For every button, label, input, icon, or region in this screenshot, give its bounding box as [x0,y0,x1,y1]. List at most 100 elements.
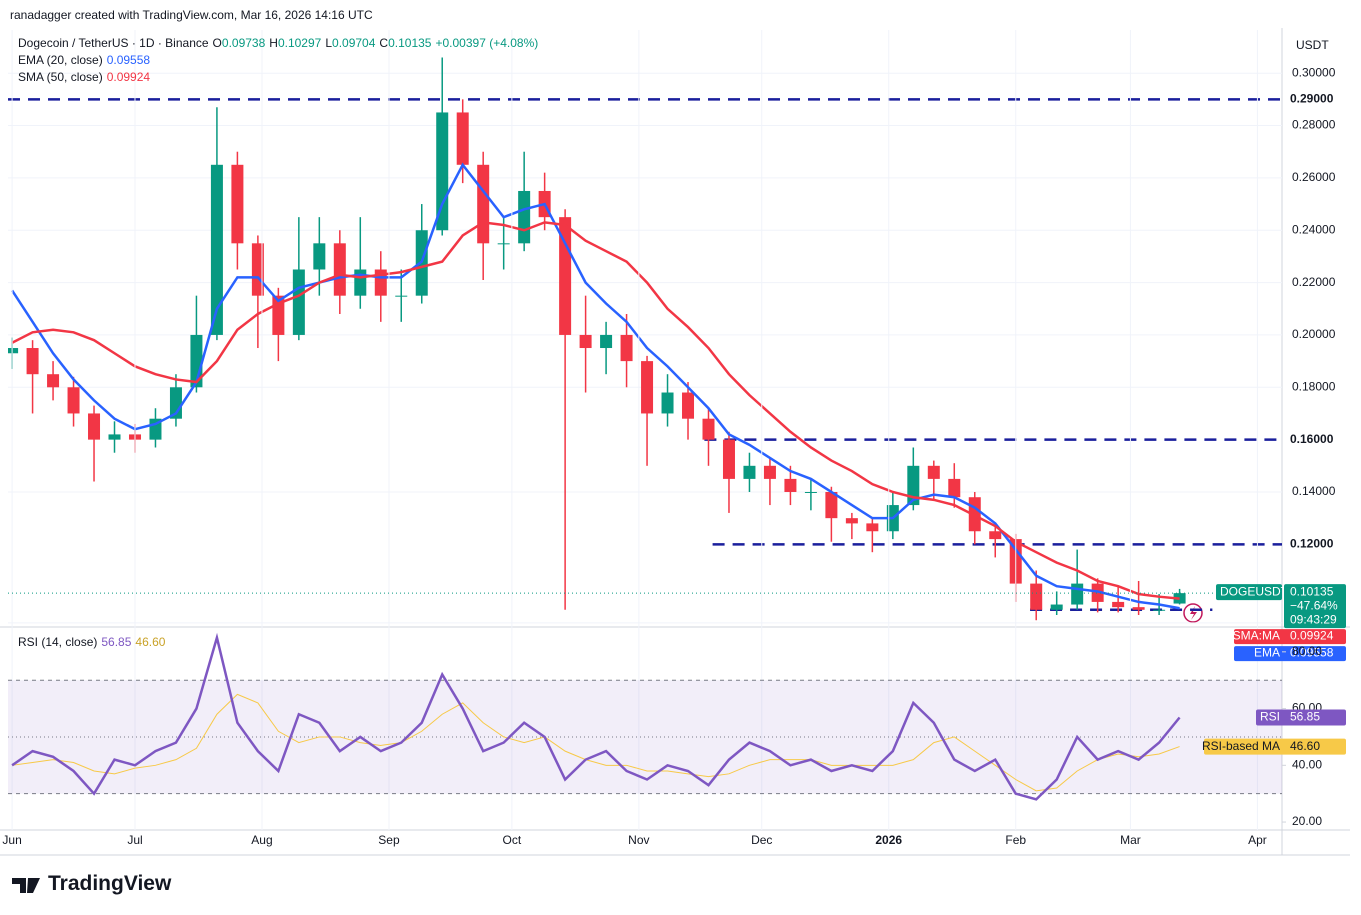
brand-logo [12,878,40,893]
candle-body [927,465,940,479]
candle-body [395,295,408,297]
legend-row[interactable]: SMA (50, close) 0.09924 [18,69,542,86]
candle-body [620,334,633,362]
price-legend: Dogecoin / TetherUS · 1D · Binance O0.097… [18,35,542,86]
candle-body [579,334,592,349]
y-tick-label: 0.24000 [1292,222,1336,236]
rsi-line [11,632,1181,801]
candle-body [292,269,305,335]
price-tag-change: −47.64% [1290,598,1338,612]
rsi-tag [1204,738,1346,755]
ohlc-key: H [269,36,278,50]
level-tag-label: 0.12000 [1290,537,1334,551]
indicator-tag-value: 0.09558 [1290,645,1334,659]
candle-body [354,269,367,296]
candle-body [477,164,490,244]
currency-label[interactable]: USDT [1296,38,1329,52]
price-tag-value: 0.10135 [1290,584,1334,598]
legend-value: 56.85 [101,635,132,649]
candle-body [1132,607,1145,610]
ohlc-key: C [379,36,389,50]
x-tick-label: Apr [1248,833,1267,847]
y-tick-label: 0.26000 [1292,170,1336,184]
ohlc-value: 0.10135 [388,36,432,50]
candle-body [231,164,244,244]
change-value: +0.00397 (+4.08%) [435,36,539,50]
indicator-line [11,221,1180,600]
candle-body [210,164,223,335]
x-tick-label: Mar [1120,833,1141,847]
candle-body [518,190,531,244]
legend-name: EMA (20, close) [18,53,103,67]
y-tick-label: 20.00 [1292,814,1322,828]
candle-body [600,334,613,349]
candle-body [1153,609,1166,611]
candle-body [1112,601,1125,608]
rsi-line [12,693,1180,792]
indicator-tag-name: SMA:MA [1233,628,1280,642]
indicator-tag [1234,629,1346,645]
y-tick-label: 0.30000 [1292,65,1336,79]
candle-body [1071,583,1084,605]
candle-body [661,392,674,414]
y-tick-label: 0.22000 [1292,275,1336,289]
y-tick-label: 0.20000 [1292,327,1336,341]
ohlc-value: 0.09704 [332,36,376,50]
y-tick-label: 40.00 [1292,757,1322,771]
x-tick-label: Sep [378,833,400,847]
candle-body [1091,583,1104,602]
candle-body [313,243,326,270]
rsi-tag-value: 46.60 [1290,739,1320,753]
legend-row: Dogecoin / TetherUS · 1D · Binance O0.097… [18,35,542,52]
level-tag [1284,535,1346,554]
x-tick-label: Dec [751,833,772,847]
candle-body [67,387,80,414]
y-tick-label: 0.18000 [1292,379,1336,393]
candle-body [804,491,817,493]
x-tick-label: Jun [2,833,21,847]
legend-title: Dogecoin / TetherUS · 1D · Binance [18,36,209,50]
x-tick-label: Feb [1005,833,1026,847]
indicator-tag-value: 0.09924 [1290,628,1334,642]
candle-body [456,112,469,165]
legend-row[interactable]: EMA (20, close) 0.09558 [18,52,542,69]
rsi-tag [1256,709,1346,726]
price-plot [8,57,1282,624]
candle-body [1030,583,1043,610]
candle-body [8,348,19,354]
price-tag-symbol: DOGEUSDT [1220,584,1289,598]
rsi-tag-name: RSI [1260,710,1280,724]
candle-body [825,491,838,519]
ohlc-value: 0.09738 [221,36,266,50]
x-tick-label: Oct [503,833,522,847]
alert-icon[interactable] [1183,603,1203,623]
candle-body [702,418,715,440]
level-tag-label: 0.16000 [1290,432,1334,446]
y-tick-label: 0.14000 [1292,484,1336,498]
indicator-line [11,162,1180,610]
candle-body [866,523,879,532]
candle-body [333,243,346,296]
indicator-tag-name: EMA [1254,645,1280,659]
candle-body [784,478,797,492]
candle-body [948,478,961,498]
price-tag [1216,584,1282,601]
candle-body [989,531,1002,540]
rsi-tag-name: RSI-based MA [1202,739,1280,753]
ohlc-key: L [325,36,333,50]
y-tick-label: 80.00 [1292,644,1322,658]
level-tag [1284,90,1346,109]
candle-body [88,413,101,440]
ohlc-value: 0.10297 [277,36,322,50]
level-tag-label: 0.29000 [1290,92,1334,106]
x-tick-label: Jul [127,833,142,847]
rsi-legend: RSI (14, close) 56.85 46.60 [18,635,169,649]
candle-body [743,465,756,479]
candle-body [108,434,121,440]
ohlc-key: O [212,36,222,50]
legend-title: RSI (14, close) [18,635,98,649]
legend-value: 0.09558 [106,53,151,67]
candle-body [845,518,858,524]
